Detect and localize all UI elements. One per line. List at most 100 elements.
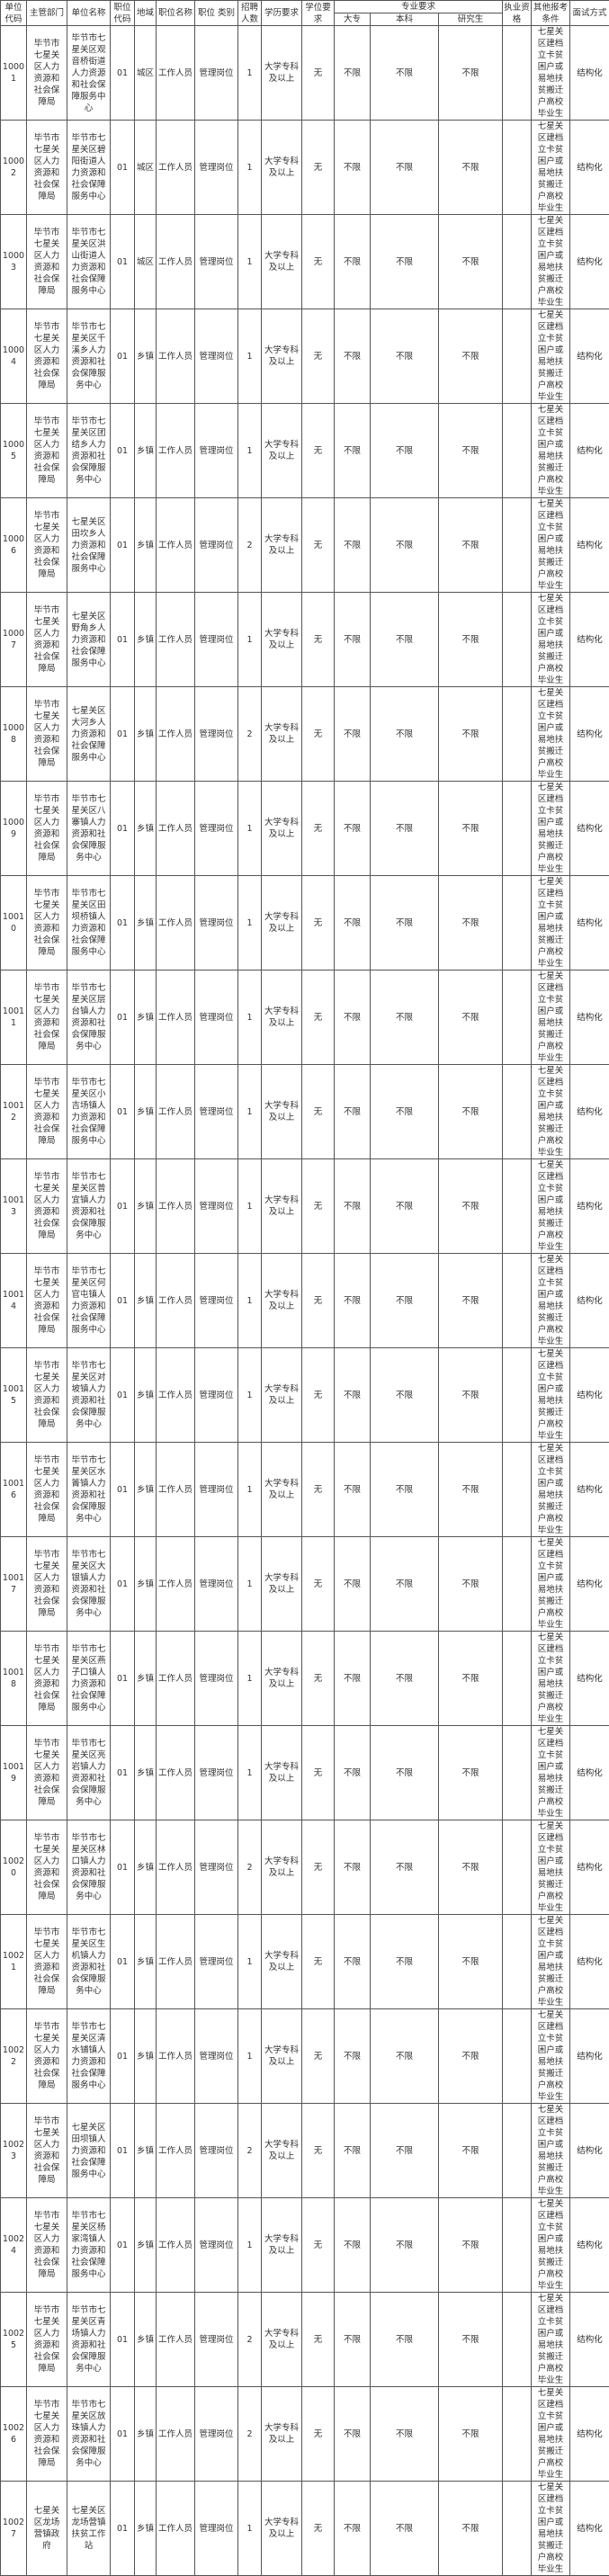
- cell-major-graduate: 不限: [439, 498, 503, 593]
- cell-unit-name: 七星关区大河乡人力资源和社会保障服务中心: [67, 687, 111, 782]
- cell-count: 1: [238, 1726, 262, 1820]
- cell-education: 大学专科及以上: [262, 782, 302, 876]
- cell-post-code: 01: [111, 1159, 135, 1254]
- cell-unit-name: 毕节市七星关区清水铺镇人力资源和社会保障服务中心: [67, 2009, 111, 2104]
- cell-major-bachelor: 不限: [371, 1632, 439, 1726]
- cell-license: [503, 498, 532, 593]
- cell-dept: 毕节市七星关区人力资源和社会保障局: [27, 1726, 67, 1820]
- cell-degree: 无: [302, 1254, 335, 1348]
- header-major-graduate: 研究生: [439, 13, 503, 26]
- cell-post-type: 管理岗位: [195, 687, 238, 782]
- cell-interview: 结构化: [570, 782, 609, 876]
- cell-license: [503, 970, 532, 1065]
- cell-region: 乡镇: [135, 782, 157, 876]
- cell-other: 七星关区建档立卡贫困户或易地扶贫搬迁户高校毕业生: [532, 1254, 570, 1348]
- cell-region: 乡镇: [135, 1065, 157, 1159]
- cell-major-junior: 不限: [335, 876, 371, 970]
- cell-post-code: 01: [111, 687, 135, 782]
- cell-other: 七星关区建档立卡贫困户或易地扶贫搬迁户高校毕业生: [532, 970, 570, 1065]
- cell-unit-code: 10014: [1, 1254, 27, 1348]
- cell-region: 乡镇: [135, 2387, 157, 2482]
- cell-post-code: 01: [111, 2293, 135, 2387]
- cell-other: 七星关区建档立卡贫困户或易地扶贫搬迁户高校毕业生: [532, 2009, 570, 2104]
- cell-other: 七星关区建档立卡贫困户或易地扶贫搬迁户高校毕业生: [532, 2482, 570, 2576]
- cell-major-graduate: 不限: [439, 1443, 503, 1537]
- cell-major-graduate: 不限: [439, 309, 503, 404]
- cell-major-junior: 不限: [335, 1632, 371, 1726]
- cell-education: 大学专科及以上: [262, 1915, 302, 2009]
- cell-interview: 结构化: [570, 2198, 609, 2293]
- cell-dept: 毕节市七星关区人力资源和社会保障局: [27, 2104, 67, 2198]
- cell-unit-code: 10025: [1, 2293, 27, 2387]
- cell-major-graduate: 不限: [439, 2387, 503, 2482]
- cell-education: 大学专科及以上: [262, 2009, 302, 2104]
- header-dept: 主管部门: [27, 1, 67, 26]
- cell-major-junior: 不限: [335, 309, 371, 404]
- cell-major-bachelor: 不限: [371, 687, 439, 782]
- cell-count: 1: [238, 1915, 262, 2009]
- cell-degree: 无: [302, 593, 335, 687]
- cell-major-bachelor: 不限: [371, 1537, 439, 1632]
- cell-major-bachelor: 不限: [371, 1065, 439, 1159]
- cell-license: [503, 1632, 532, 1726]
- cell-license: [503, 593, 532, 687]
- cell-interview: 结构化: [570, 26, 609, 121]
- cell-unit-code: 10023: [1, 2104, 27, 2198]
- cell-post-type: 管理岗位: [195, 2387, 238, 2482]
- cell-post-type: 管理岗位: [195, 1632, 238, 1726]
- cell-post-code: 01: [111, 782, 135, 876]
- cell-count: 1: [238, 1348, 262, 1443]
- cell-major-junior: 不限: [335, 26, 371, 121]
- cell-major-junior: 不限: [335, 2104, 371, 2198]
- header-unit-code: 单位代码: [1, 1, 27, 26]
- cell-dept: 毕节市七星关区人力资源和社会保障局: [27, 687, 67, 782]
- cell-unit-code: 10018: [1, 1632, 27, 1726]
- cell-major-junior: 不限: [335, 2198, 371, 2293]
- cell-unit-name: 毕节市七星关区八寨镇人力资源和社会保障服务中心: [67, 782, 111, 876]
- cell-count: 1: [238, 2482, 262, 2576]
- cell-other: 七星关区建档立卡贫困户或易地扶贫搬迁户高校毕业生: [532, 498, 570, 593]
- cell-education: 大学专科及以上: [262, 1820, 302, 1915]
- cell-post-name: 工作人员: [157, 1065, 195, 1159]
- cell-post-name: 工作人员: [157, 782, 195, 876]
- cell-post-name: 工作人员: [157, 2387, 195, 2482]
- cell-count: 2: [238, 2104, 262, 2198]
- cell-unit-code: 10022: [1, 2009, 27, 2104]
- cell-other: 七星关区建档立卡贫困户或易地扶贫搬迁户高校毕业生: [532, 1065, 570, 1159]
- cell-major-junior: 不限: [335, 404, 371, 498]
- cell-degree: 无: [302, 1065, 335, 1159]
- cell-unit-name: 毕节市七星关区普宜镇人力资源和社会保障服务中心: [67, 1159, 111, 1254]
- cell-post-type: 管理岗位: [195, 2009, 238, 2104]
- cell-count: 1: [238, 2009, 262, 2104]
- cell-education: 大学专科及以上: [262, 2482, 302, 2576]
- cell-post-code: 01: [111, 26, 135, 121]
- cell-degree: 无: [302, 1915, 335, 2009]
- cell-region: 乡镇: [135, 1537, 157, 1632]
- cell-major-graduate: 不限: [439, 404, 503, 498]
- cell-other: 七星关区建档立卡贫困户或易地扶贫搬迁户高校毕业生: [532, 1443, 570, 1537]
- cell-degree: 无: [302, 2009, 335, 2104]
- cell-count: 2: [238, 2387, 262, 2482]
- cell-post-code: 01: [111, 2387, 135, 2482]
- cell-post-type: 管理岗位: [195, 1820, 238, 1915]
- cell-post-name: 工作人员: [157, 121, 195, 215]
- cell-education: 大学专科及以上: [262, 1159, 302, 1254]
- cell-education: 大学专科及以上: [262, 121, 302, 215]
- cell-major-bachelor: 不限: [371, 970, 439, 1065]
- cell-degree: 无: [302, 2198, 335, 2293]
- cell-interview: 结构化: [570, 2482, 609, 2576]
- cell-education: 大学专科及以上: [262, 2104, 302, 2198]
- cell-degree: 无: [302, 2293, 335, 2387]
- cell-education: 大学专科及以上: [262, 309, 302, 404]
- cell-major-bachelor: 不限: [371, 2104, 439, 2198]
- cell-unit-code: 10008: [1, 687, 27, 782]
- cell-post-code: 01: [111, 970, 135, 1065]
- header-education: 学历要求: [262, 1, 302, 26]
